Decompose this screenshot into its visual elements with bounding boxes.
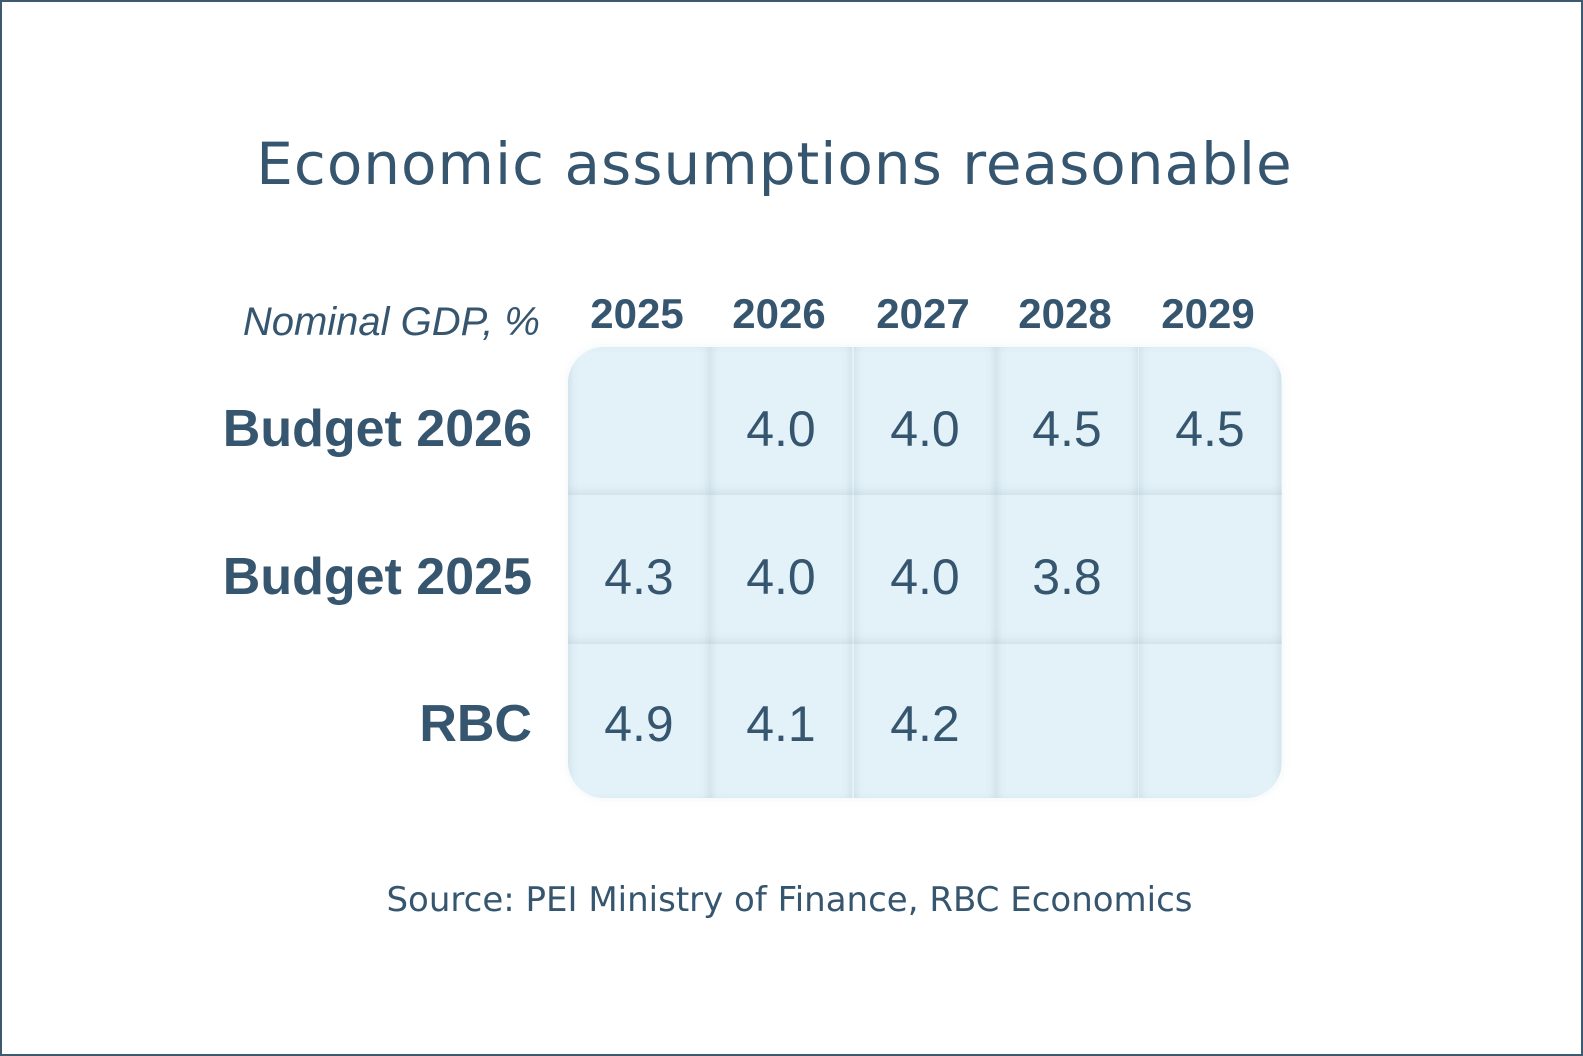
column-header-2026: 2026 bbox=[732, 290, 826, 337]
table-cell: 4.0 bbox=[890, 549, 960, 605]
chart-title: Economic assumptions reasonable bbox=[256, 130, 1293, 198]
column-header-2029: 2029 bbox=[1161, 290, 1255, 337]
source-note: Source: PEI Ministry of Finance, RBC Eco… bbox=[386, 880, 1193, 920]
table-cell: 4.3 bbox=[604, 549, 674, 605]
row-label: Budget 2025 bbox=[222, 548, 532, 606]
table-cell: 4.5 bbox=[1032, 401, 1102, 457]
row-label: RBC bbox=[419, 695, 532, 753]
table-cell: 4.5 bbox=[1175, 401, 1245, 457]
table-cell: 4.0 bbox=[746, 549, 816, 605]
column-header-2025: 2025 bbox=[590, 290, 684, 337]
row-label: Budget 2026 bbox=[222, 400, 532, 458]
table-cell: 4.2 bbox=[890, 696, 960, 752]
table-cell: 4.0 bbox=[746, 401, 816, 457]
table-cell: 4.9 bbox=[604, 696, 674, 752]
column-header-2027: 2027 bbox=[876, 290, 970, 337]
column-header-2028: 2028 bbox=[1018, 290, 1112, 337]
table-cell: 3.8 bbox=[1032, 549, 1102, 605]
unit-label: Nominal GDP, % bbox=[242, 300, 540, 344]
data-table bbox=[568, 347, 1282, 798]
table-cell: 4.0 bbox=[890, 401, 960, 457]
table-cell: 4.1 bbox=[746, 696, 816, 752]
